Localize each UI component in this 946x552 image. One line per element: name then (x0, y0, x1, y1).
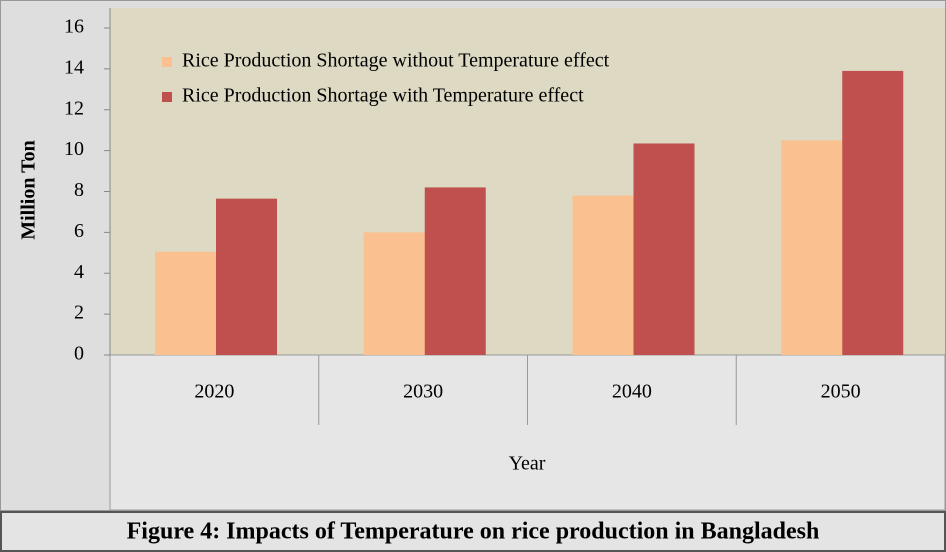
bar (633, 143, 695, 355)
y-tick-label: 4 (74, 261, 84, 283)
y-tick-label: 14 (64, 56, 84, 78)
x-tick-label: 2020 (194, 381, 234, 403)
caption-box (0, 511, 946, 552)
bar (781, 140, 843, 355)
caption: Figure 4: Impacts of Temperature on rice… (127, 519, 820, 545)
bar (424, 187, 486, 355)
bar (363, 232, 425, 355)
legend-swatch (162, 92, 172, 102)
x-axis-label: Year (509, 453, 546, 475)
x-tick-label: 2040 (612, 381, 652, 403)
y-tick-label: 16 (64, 16, 84, 38)
bar (216, 198, 277, 355)
y-tick-label: 12 (64, 97, 84, 119)
y-tick-label: 0 (74, 343, 84, 365)
bar (572, 195, 634, 355)
y-axis-label: Million Ton (18, 140, 40, 240)
y-tick-label: 2 (74, 302, 84, 324)
y-tick-label: 10 (64, 138, 84, 160)
x-tick-label: 2050 (821, 381, 861, 403)
bar (155, 251, 216, 355)
legend-swatch (162, 57, 172, 67)
legend-label: Rice Production Shortage without Tempera… (182, 50, 610, 72)
bar (842, 70, 904, 355)
y-tick-label: 8 (74, 179, 84, 201)
y-tick-label: 6 (74, 220, 84, 242)
legend-label: Rice Production Shortage with Temperatur… (182, 85, 584, 107)
x-tick-label: 2030 (403, 381, 443, 403)
